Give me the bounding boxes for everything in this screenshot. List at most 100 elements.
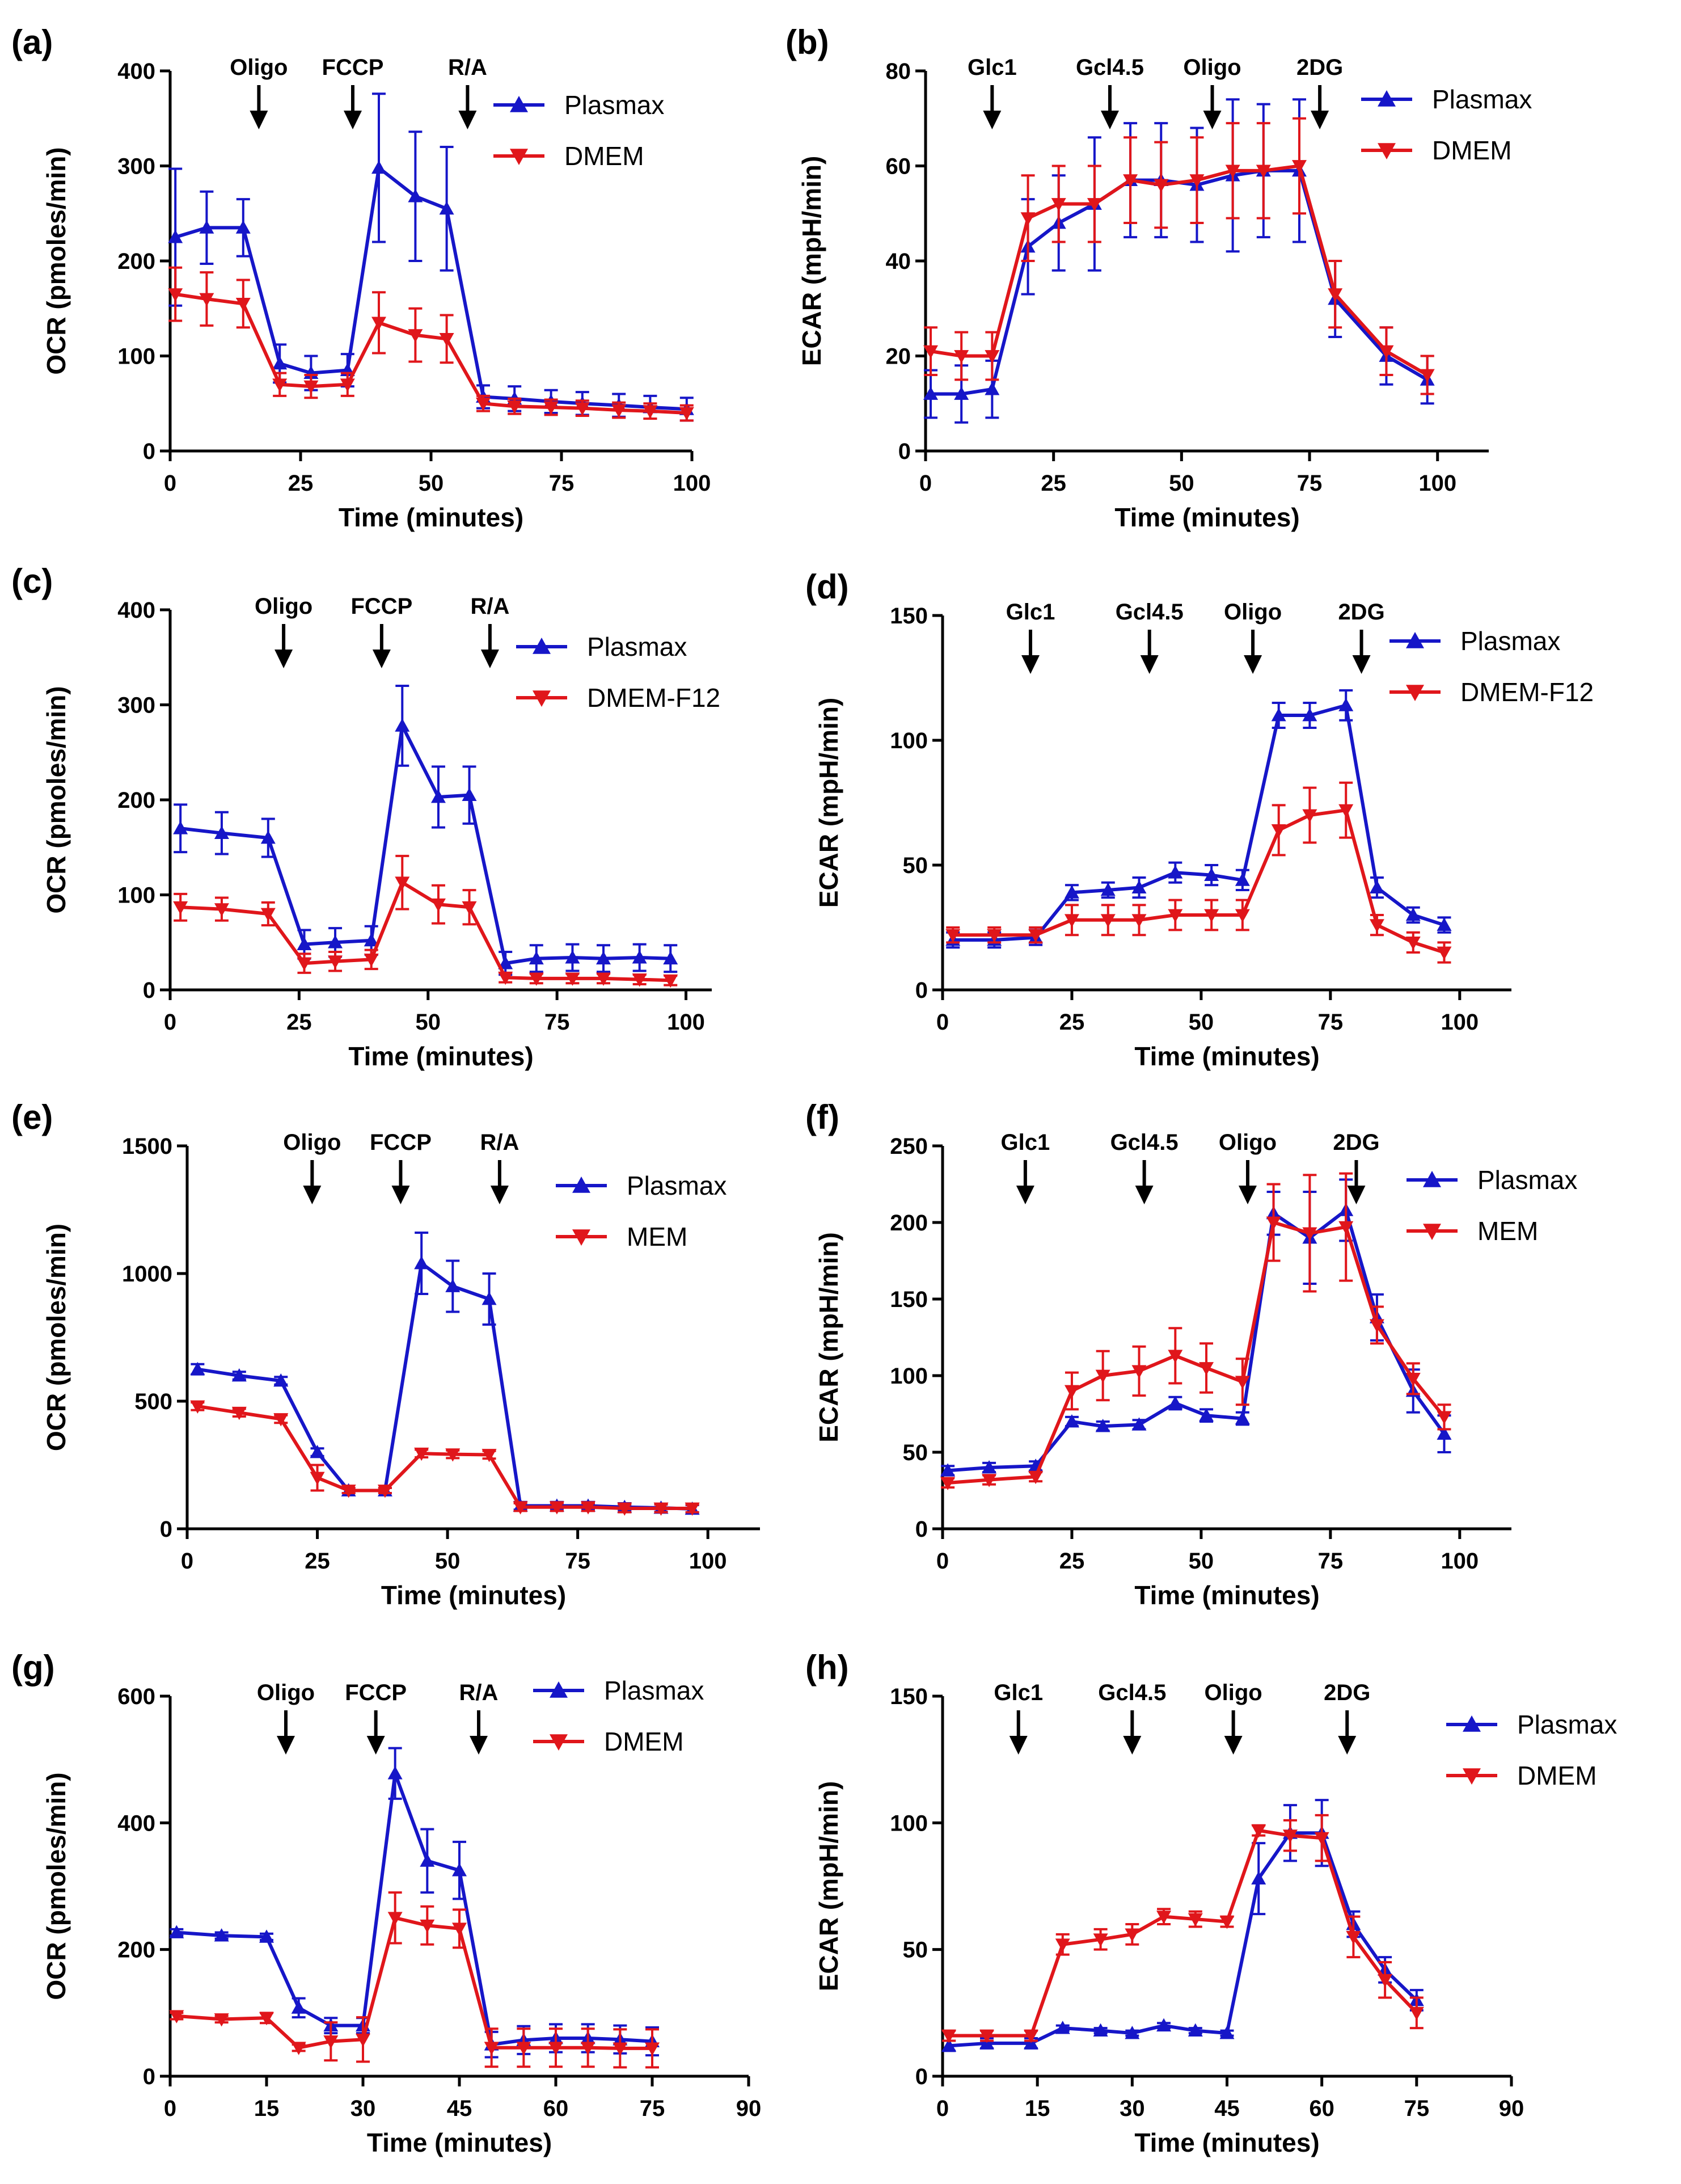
data-point	[1125, 2026, 1140, 2039]
data-point	[923, 386, 939, 400]
data-point	[575, 402, 590, 416]
series-dmem-f12	[945, 781, 1452, 964]
data-point	[1256, 165, 1271, 178]
data-point	[941, 2030, 957, 2043]
y-tick-label: 0	[915, 2064, 928, 2089]
y-tick-label: 0	[143, 2064, 155, 2089]
injection-arrow-head	[1021, 655, 1040, 674]
data-point	[340, 378, 355, 392]
x-tick-label: 0	[164, 471, 176, 496]
panel-label: (e)	[11, 1098, 53, 1136]
legend-label: DMEM-F12	[587, 683, 720, 712]
data-point	[1189, 174, 1205, 188]
y-tick-label: 200	[117, 788, 155, 813]
injection-arrow-head	[490, 1186, 509, 1204]
injection-arrow-head	[250, 111, 268, 129]
data-point	[941, 2038, 957, 2052]
data-point	[1405, 908, 1421, 921]
data-point	[303, 380, 319, 394]
y-axis-label: OCR (pmoles/min)	[41, 1772, 71, 2000]
series-line	[175, 166, 687, 411]
data-point	[395, 718, 410, 732]
data-point	[1379, 345, 1394, 359]
data-point	[1219, 1916, 1235, 1929]
legend-label: Plasmax	[604, 1676, 704, 1705]
data-point	[484, 2042, 499, 2055]
legend-label: DMEM	[1517, 1761, 1597, 1790]
data-point	[663, 974, 678, 988]
data-point	[214, 825, 229, 840]
x-tick-label: 100	[1441, 1010, 1479, 1035]
legend-marker	[1463, 1768, 1481, 1785]
series-plasmax	[923, 98, 1435, 424]
x-tick-label: 75	[565, 1549, 590, 1574]
y-tick-label: 60	[886, 154, 911, 179]
data-point	[272, 356, 288, 370]
data-point	[169, 1925, 184, 1938]
data-point	[445, 1279, 461, 1292]
data-point	[1338, 1221, 1354, 1235]
legend-label: DMEM	[604, 1727, 684, 1756]
series-plasmax	[169, 1747, 660, 2059]
data-point	[462, 901, 477, 915]
data-point	[272, 378, 288, 392]
data-point	[1437, 917, 1452, 931]
data-point	[199, 220, 214, 234]
x-axis-label: Time (minutes)	[367, 2128, 552, 2157]
y-tick-label: 400	[117, 59, 155, 84]
data-point	[1235, 909, 1250, 922]
data-point	[1154, 179, 1169, 192]
x-tick-label: 75	[549, 471, 575, 496]
data-point	[1271, 824, 1286, 838]
chart-panel-a: (a) 0 100 200 300 400 0 25 50 75 100 Time (minutes)…	[11, 23, 711, 532]
data-point	[1437, 1411, 1452, 1424]
legend-marker	[550, 1681, 568, 1698]
injection-arrow-head	[470, 1736, 488, 1755]
data-point	[1437, 946, 1452, 960]
x-tick-label: 30	[1120, 2096, 1145, 2121]
y-axis-label: OCR (pmoles/min)	[41, 147, 71, 374]
y-tick-label: 50	[903, 853, 928, 878]
data-point	[1188, 2023, 1203, 2037]
data-point	[685, 1502, 700, 1516]
data-point	[168, 288, 183, 302]
data-point	[364, 954, 379, 967]
x-tick-label: 0	[936, 1549, 949, 1574]
panel-label: (d)	[805, 568, 849, 606]
data-point	[1225, 165, 1240, 178]
x-tick-label: 50	[1189, 1549, 1214, 1574]
data-point	[1051, 198, 1066, 212]
data-point	[1338, 698, 1354, 711]
x-tick-label: 25	[305, 1549, 330, 1574]
legend-marker	[572, 1229, 590, 1246]
panel-label: (f)	[805, 1098, 839, 1136]
data-point	[1338, 804, 1354, 818]
legend-marker	[1406, 632, 1424, 648]
data-point	[663, 951, 678, 965]
x-tick-label: 25	[1041, 471, 1066, 496]
data-point	[565, 950, 580, 964]
y-tick-label: 0	[143, 439, 155, 464]
legend-marker	[510, 149, 528, 165]
series-line	[197, 1405, 692, 1510]
injection-label: Glc1	[1006, 600, 1055, 625]
injection-arrow-head	[1203, 111, 1222, 129]
chart-panel-d: (d) 0 50 100 150 0 25 50 75 100 Time (minutes) ECAR…	[805, 568, 1594, 1071]
data-point	[1055, 1938, 1070, 1952]
data-point	[482, 1292, 497, 1305]
y-tick-label: 500	[134, 1389, 172, 1414]
y-tick-label: 150	[890, 1287, 928, 1312]
data-point	[580, 2042, 595, 2055]
x-tick-label: 60	[1309, 2096, 1334, 2121]
data-point	[1369, 880, 1384, 893]
injection-label: R/A	[459, 1680, 499, 1705]
x-tick-label: 100	[667, 1010, 705, 1035]
data-point	[260, 830, 276, 844]
y-tick-label: 600	[117, 1684, 155, 1709]
data-point	[387, 1766, 403, 1780]
data-point	[341, 1485, 356, 1498]
x-tick-label: 50	[435, 1549, 461, 1574]
legend-label: Plasmax	[627, 1171, 727, 1200]
injection-arrow-head	[372, 650, 391, 668]
x-tick-label: 50	[1189, 1010, 1214, 1035]
